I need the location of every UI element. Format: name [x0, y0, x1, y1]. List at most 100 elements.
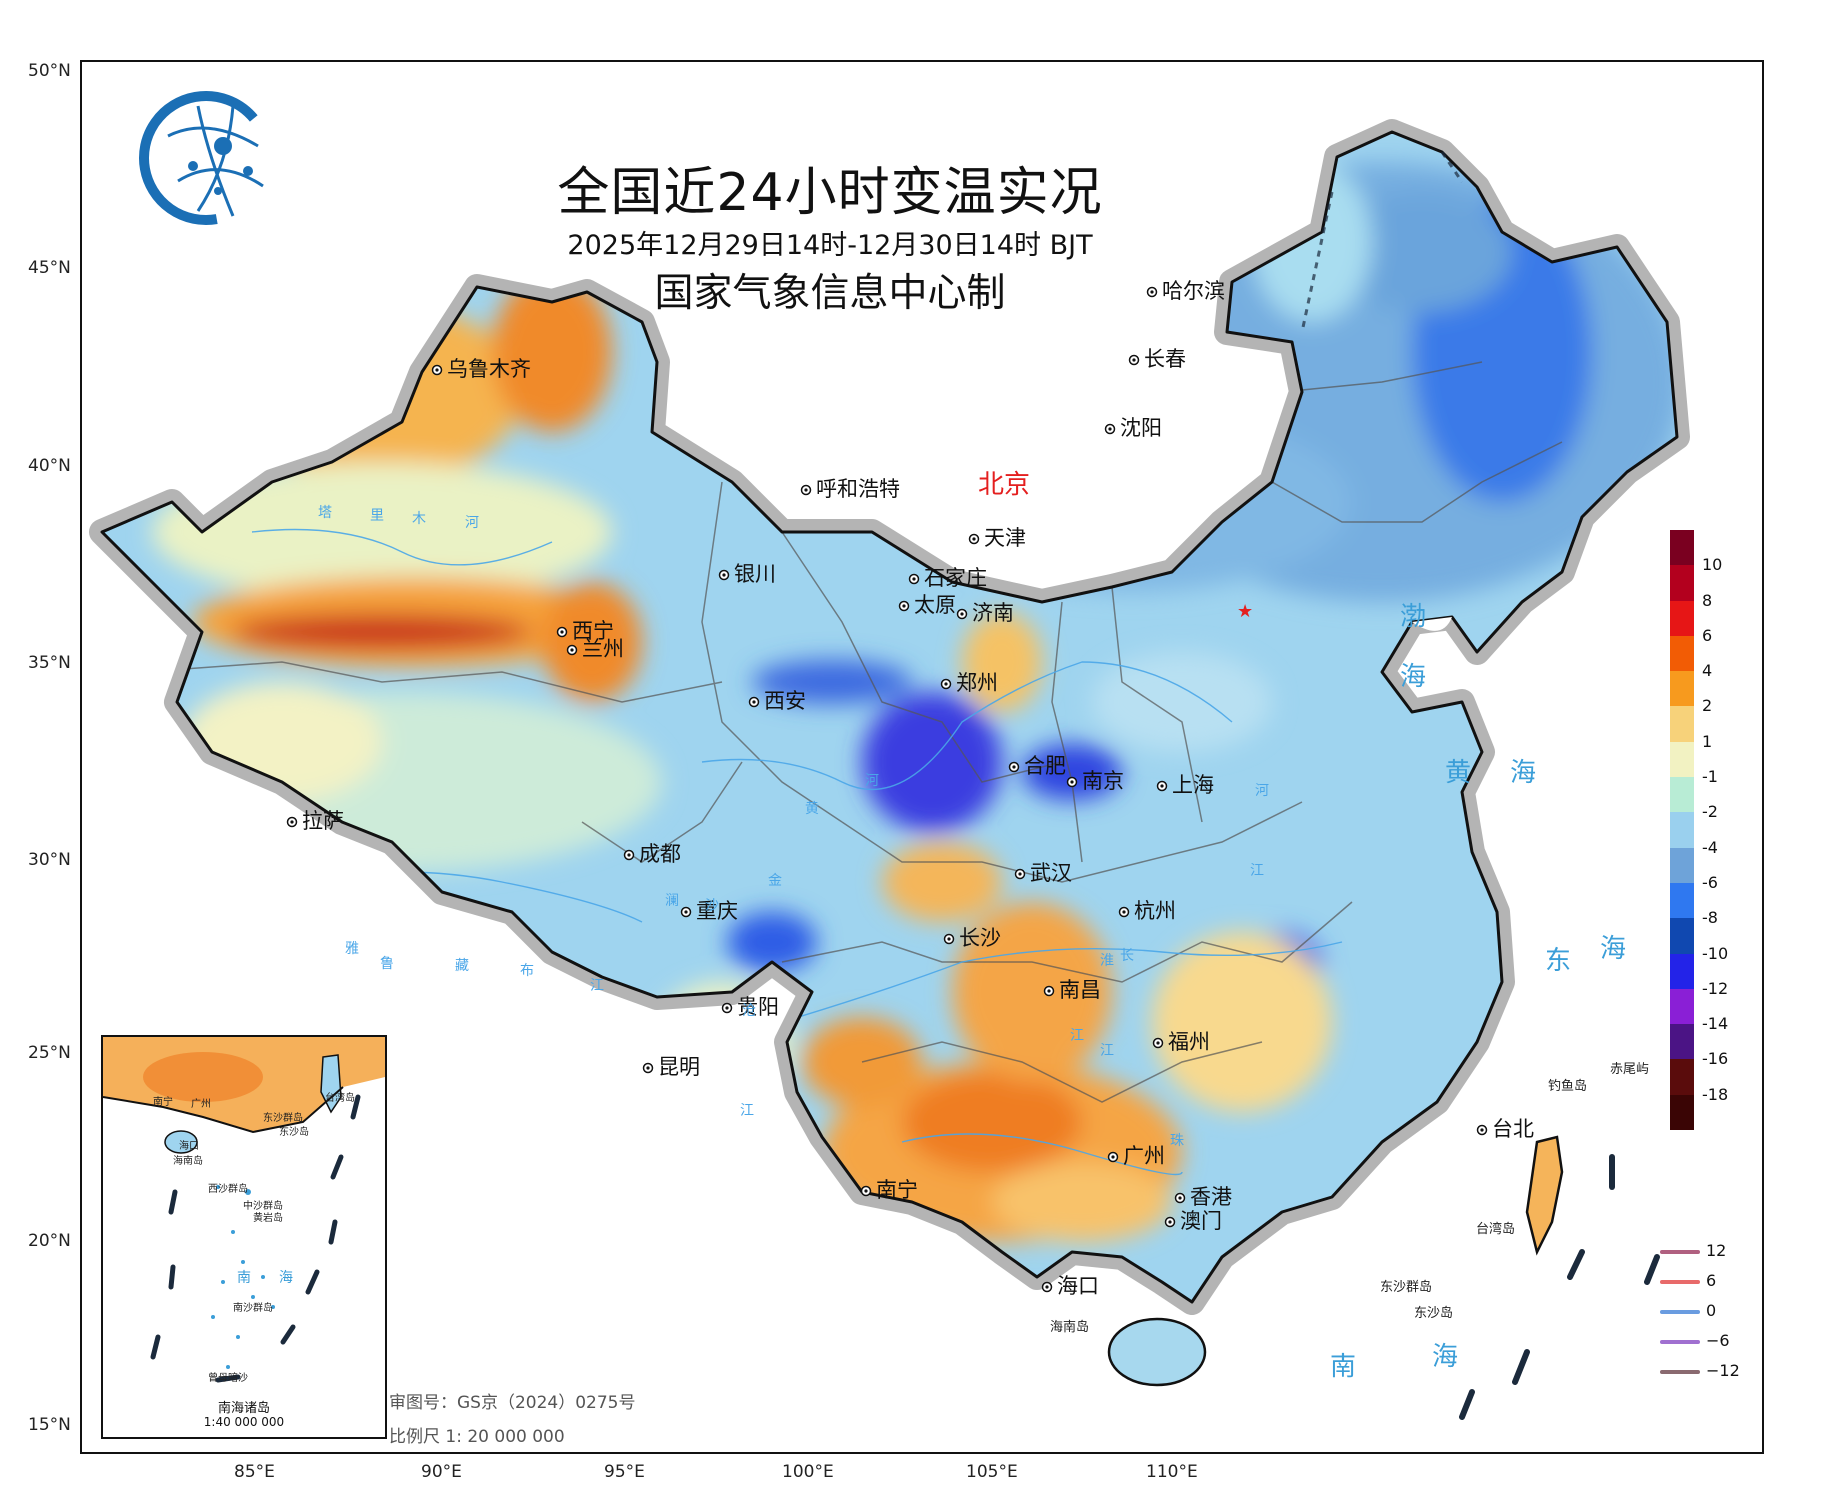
map-title: 全国近24小时变温实况 — [557, 163, 1103, 223]
colorbar-label: -10 — [1702, 943, 1729, 963]
river-label: 沙 — [705, 898, 719, 914]
inset-label: 东沙岛 — [279, 1127, 309, 1138]
colorbar-label: -18 — [1702, 1084, 1729, 1104]
city-label: 台北 — [1492, 1117, 1534, 1141]
colorbar-label: 4 — [1702, 661, 1713, 681]
city-label: 石家庄 — [924, 566, 987, 590]
colorbar-swatch — [1670, 777, 1694, 813]
inset-label: 海南岛 — [173, 1156, 203, 1167]
river-label: 江 — [1100, 1043, 1114, 1059]
colorbar-swatch — [1670, 706, 1694, 743]
sea-label: 南 — [1330, 1352, 1357, 1382]
city-label: 长春 — [1144, 347, 1186, 371]
river-label: 澜 — [665, 893, 679, 909]
contour-line-label: 0 — [1706, 1301, 1717, 1320]
inset-title: 南海诸岛 — [217, 1401, 270, 1416]
inset-label: 南宁 — [153, 1097, 173, 1108]
inset-label: 中沙群岛 — [243, 1201, 283, 1212]
city-label: 福州 — [1168, 1030, 1210, 1054]
river-label: 黄 — [805, 801, 819, 817]
lat-tick: 20°N — [28, 1231, 71, 1251]
lon-tick: 95°E — [604, 1462, 645, 1482]
city-label: 南京 — [1082, 769, 1124, 793]
review-number: 审图号：GS京（2024）0275号 — [389, 1393, 636, 1413]
river-label: 珠 — [1170, 1133, 1184, 1149]
river-label: 河 — [465, 515, 479, 531]
river-label: 河 — [865, 773, 879, 789]
sea-label: 东 — [1545, 946, 1572, 976]
city-label: 太原 — [914, 593, 956, 617]
river-label: 江 — [1070, 1028, 1084, 1044]
inset-label: 海 — [279, 1270, 293, 1286]
river-label: 江 — [590, 978, 604, 994]
river-label: 长 — [1120, 948, 1134, 964]
lon-tick: 105°E — [966, 1462, 1018, 1482]
contour-line-label: −6 — [1706, 1331, 1730, 1350]
colorbar-label: 2 — [1702, 696, 1713, 716]
inset-label: 广州 — [191, 1099, 211, 1110]
sea-label: 海 — [1600, 934, 1627, 964]
city-label: 西宁 — [572, 619, 614, 643]
colorbar-swatch — [1670, 988, 1694, 1025]
island-label: 东沙岛 — [1414, 1306, 1454, 1321]
colorbar-label: 1 — [1702, 731, 1713, 751]
river-label: 江 — [1250, 863, 1264, 879]
island-label: 海南岛 — [1050, 1320, 1090, 1335]
colorbar-legend — [1670, 530, 1694, 1131]
colorbar-swatch — [1670, 741, 1694, 778]
city-label: 拉萨 — [302, 809, 344, 833]
south-china-sea-inset: 南宁 广州 台湾岛 东沙群岛 东沙岛 海口 海南岛 西沙群岛 中沙群岛 黄岩岛南 海南沙群岛 曾母暗沙… — [101, 1035, 387, 1439]
river-label: 鲁 — [380, 956, 394, 972]
river-label: 金 — [768, 873, 782, 889]
cma-logo-icon — [139, 91, 273, 225]
inset-label: 南沙群岛 — [233, 1303, 273, 1314]
inset-scale: 1:40 000 000 — [203, 1415, 285, 1429]
city-label: 上海 — [1172, 773, 1214, 797]
lat-tick: 30°N — [28, 850, 71, 870]
contour-line-swatch — [1660, 1280, 1700, 1284]
colorbar-swatch — [1670, 600, 1694, 637]
colorbar-swatch — [1670, 671, 1694, 707]
colorbar-swatch — [1670, 635, 1694, 672]
colorbar-swatch — [1670, 1024, 1694, 1060]
island-label: 钓鱼岛 — [1548, 1079, 1588, 1094]
city-label: 西安 — [764, 689, 806, 713]
river-label: 木 — [412, 511, 426, 527]
hainan-island — [1107, 1317, 1207, 1387]
contour-line-swatch — [1660, 1370, 1700, 1374]
river-label: 布 — [520, 963, 534, 979]
sea-label: 海 — [1400, 662, 1427, 692]
lat-tick: 35°N — [28, 653, 71, 673]
lon-tick: 100°E — [782, 1462, 834, 1482]
colorbar-label: -8 — [1702, 908, 1718, 928]
city-label: 杭州 — [1134, 899, 1176, 923]
capital-star-icon: ★ — [1237, 601, 1253, 622]
city-label: 郑州 — [956, 671, 998, 695]
city-label: 合肥 — [1024, 754, 1066, 778]
contour-line-label: 12 — [1706, 1241, 1727, 1260]
colorbar-swatch — [1670, 812, 1694, 849]
city-label: 乌鲁木齐 — [447, 357, 531, 381]
city-label: 武汉 — [1030, 861, 1072, 885]
river-label: 沧 — [742, 1003, 756, 1019]
city-label: 沈阳 — [1120, 416, 1162, 440]
colorbar-label: -2 — [1702, 802, 1718, 822]
inset-label: 海口 — [179, 1141, 199, 1152]
inset-label: 曾母暗沙 — [208, 1373, 248, 1384]
city-label: 呼和浩特 — [816, 477, 900, 501]
city-label: 海口 — [1057, 1274, 1099, 1298]
colorbar-label: -14 — [1702, 1014, 1729, 1034]
maritime-boundary-dashes — [1459, 1154, 1660, 1420]
inset-label: 黄岩岛 — [253, 1213, 283, 1224]
city-label: 昆明 — [658, 1055, 700, 1079]
city-label: 哈尔滨 — [1162, 279, 1225, 303]
river-label: 淮 — [1100, 953, 1114, 969]
city-label: 天津 — [984, 526, 1026, 550]
lat-tick: 50°N — [28, 61, 71, 81]
river-label: 塔 — [318, 505, 332, 521]
city-label: 广州 — [1123, 1144, 1165, 1168]
river-label: 江 — [740, 1103, 754, 1119]
colorbar-swatch — [1670, 918, 1694, 955]
colorbar-swatch — [1670, 953, 1694, 990]
